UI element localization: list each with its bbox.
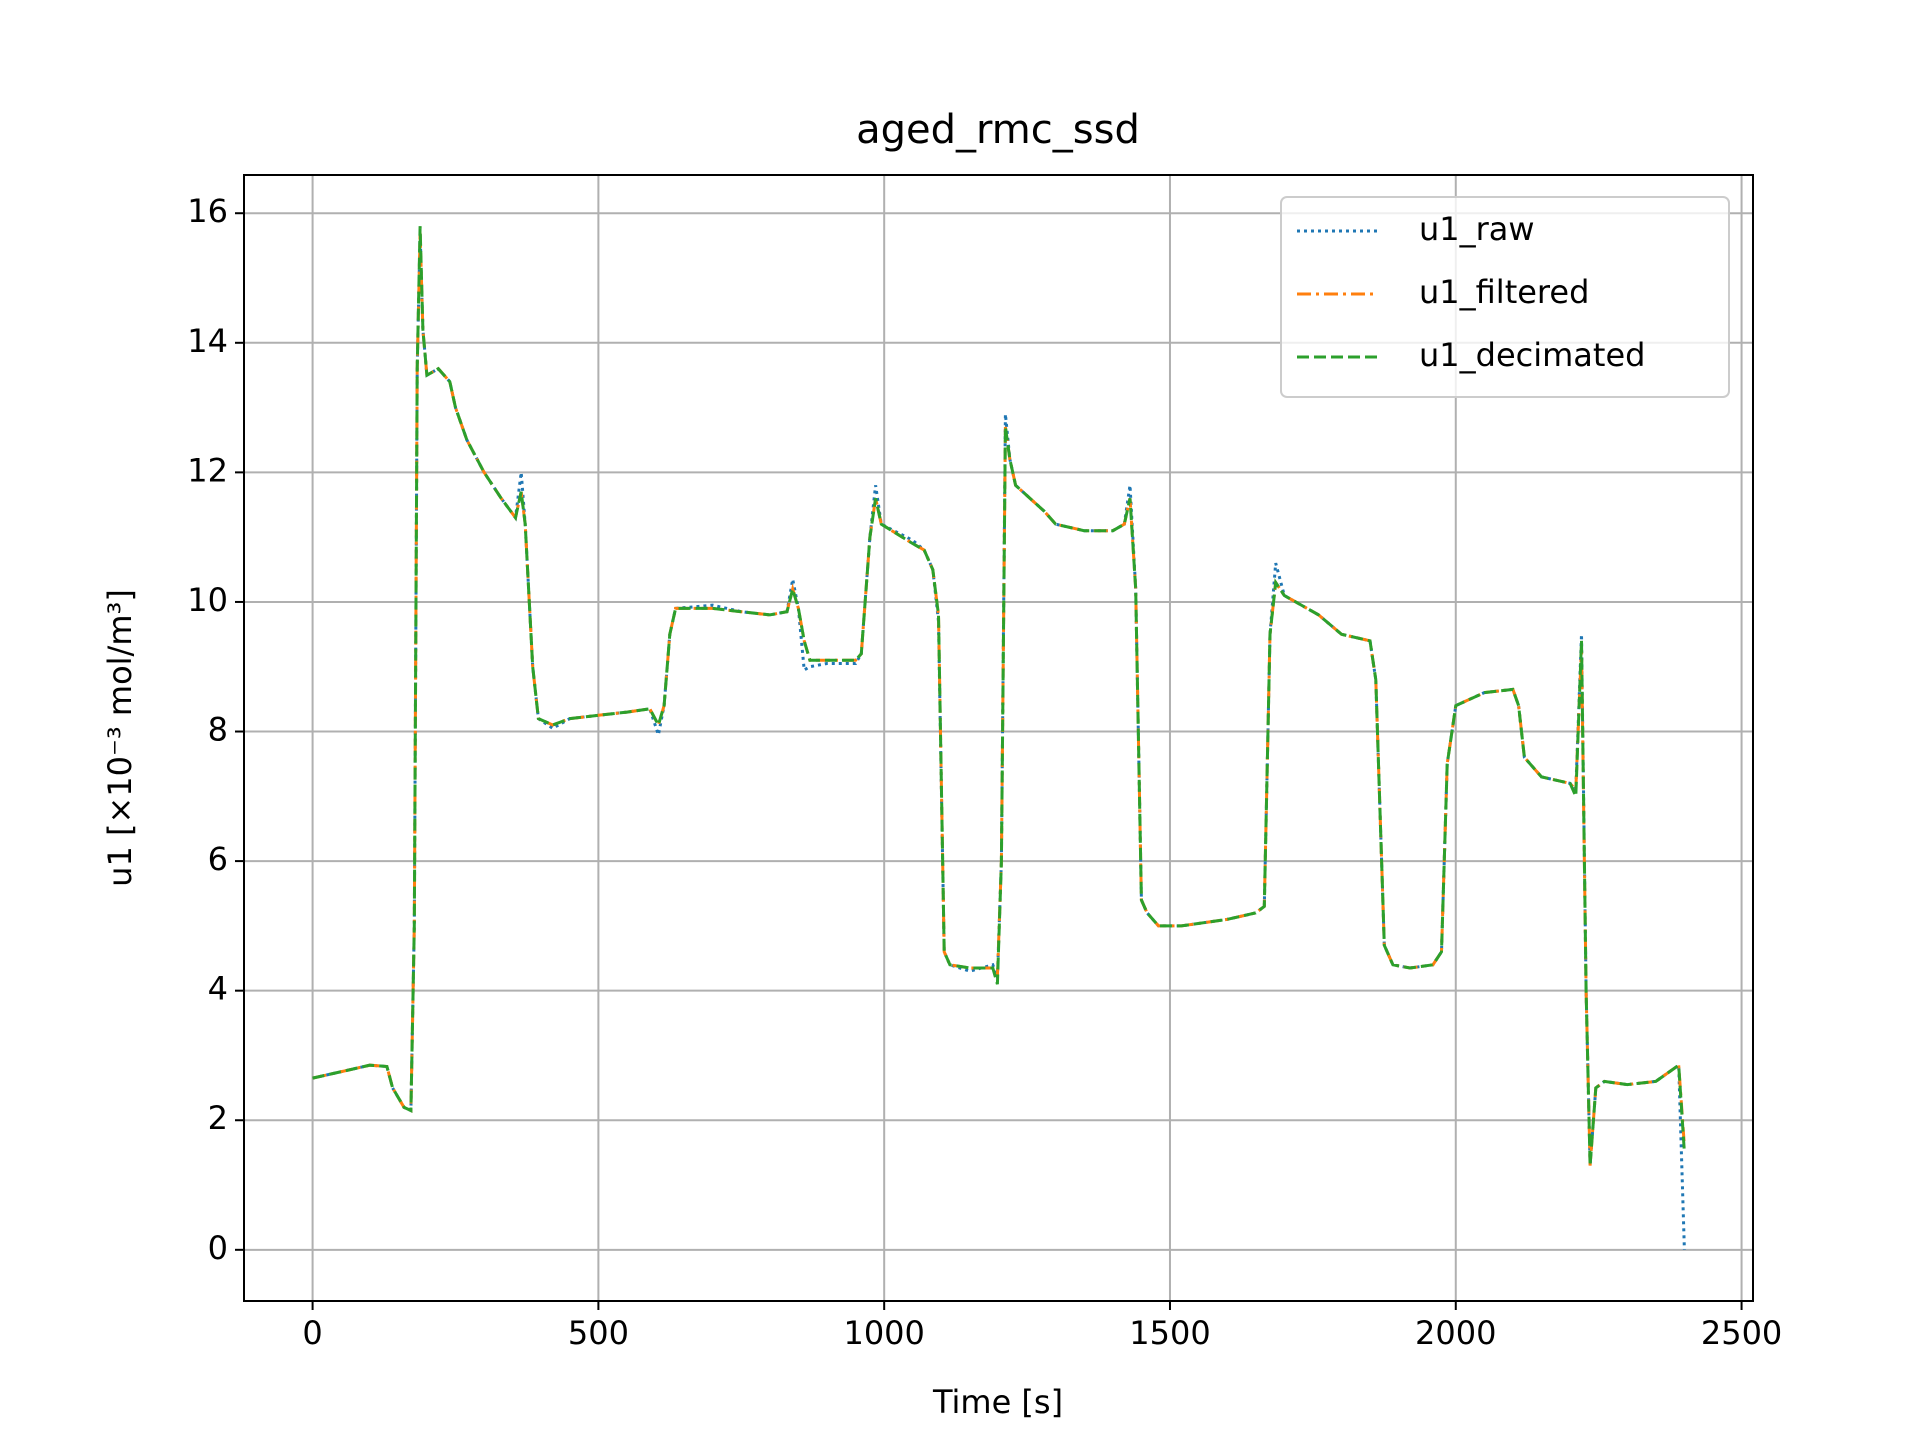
x-axis-label: Time [s]	[932, 1383, 1063, 1421]
y-tick-label: 12	[187, 451, 228, 489]
x-tick-label: 2000	[1415, 1314, 1496, 1352]
legend-label: u1_raw	[1419, 210, 1535, 248]
legend-box	[1280, 196, 1730, 398]
x-tick-label: 1500	[1129, 1314, 1210, 1352]
legend-label: u1_decimated	[1419, 336, 1645, 374]
x-tick-label: 1000	[843, 1314, 924, 1352]
y-axis-label: u1 [×10⁻³ mol/m³]	[101, 589, 139, 887]
y-tick-label: 8	[208, 711, 228, 749]
legend: u1_raw u1_filtered u1_decimated	[1280, 196, 1730, 398]
y-tick-label: 2	[208, 1099, 228, 1137]
y-tick-label: 4	[208, 970, 228, 1008]
y-tick-label: 0	[208, 1229, 228, 1267]
chart-title: aged_rmc_ssd	[856, 107, 1140, 153]
legend-label: u1_filtered	[1419, 273, 1589, 311]
y-tick-label: 10	[187, 581, 228, 619]
y-tick-label: 16	[187, 192, 228, 230]
y-tick-label: 14	[187, 322, 228, 360]
x-tick-label: 0	[302, 1314, 322, 1352]
line-series	[312, 226, 1686, 1166]
x-tick-label: 500	[568, 1314, 629, 1352]
x-tick-label: 2500	[1701, 1314, 1782, 1352]
plot-frame	[243, 174, 1754, 1302]
y-tick-label: 6	[208, 840, 228, 878]
